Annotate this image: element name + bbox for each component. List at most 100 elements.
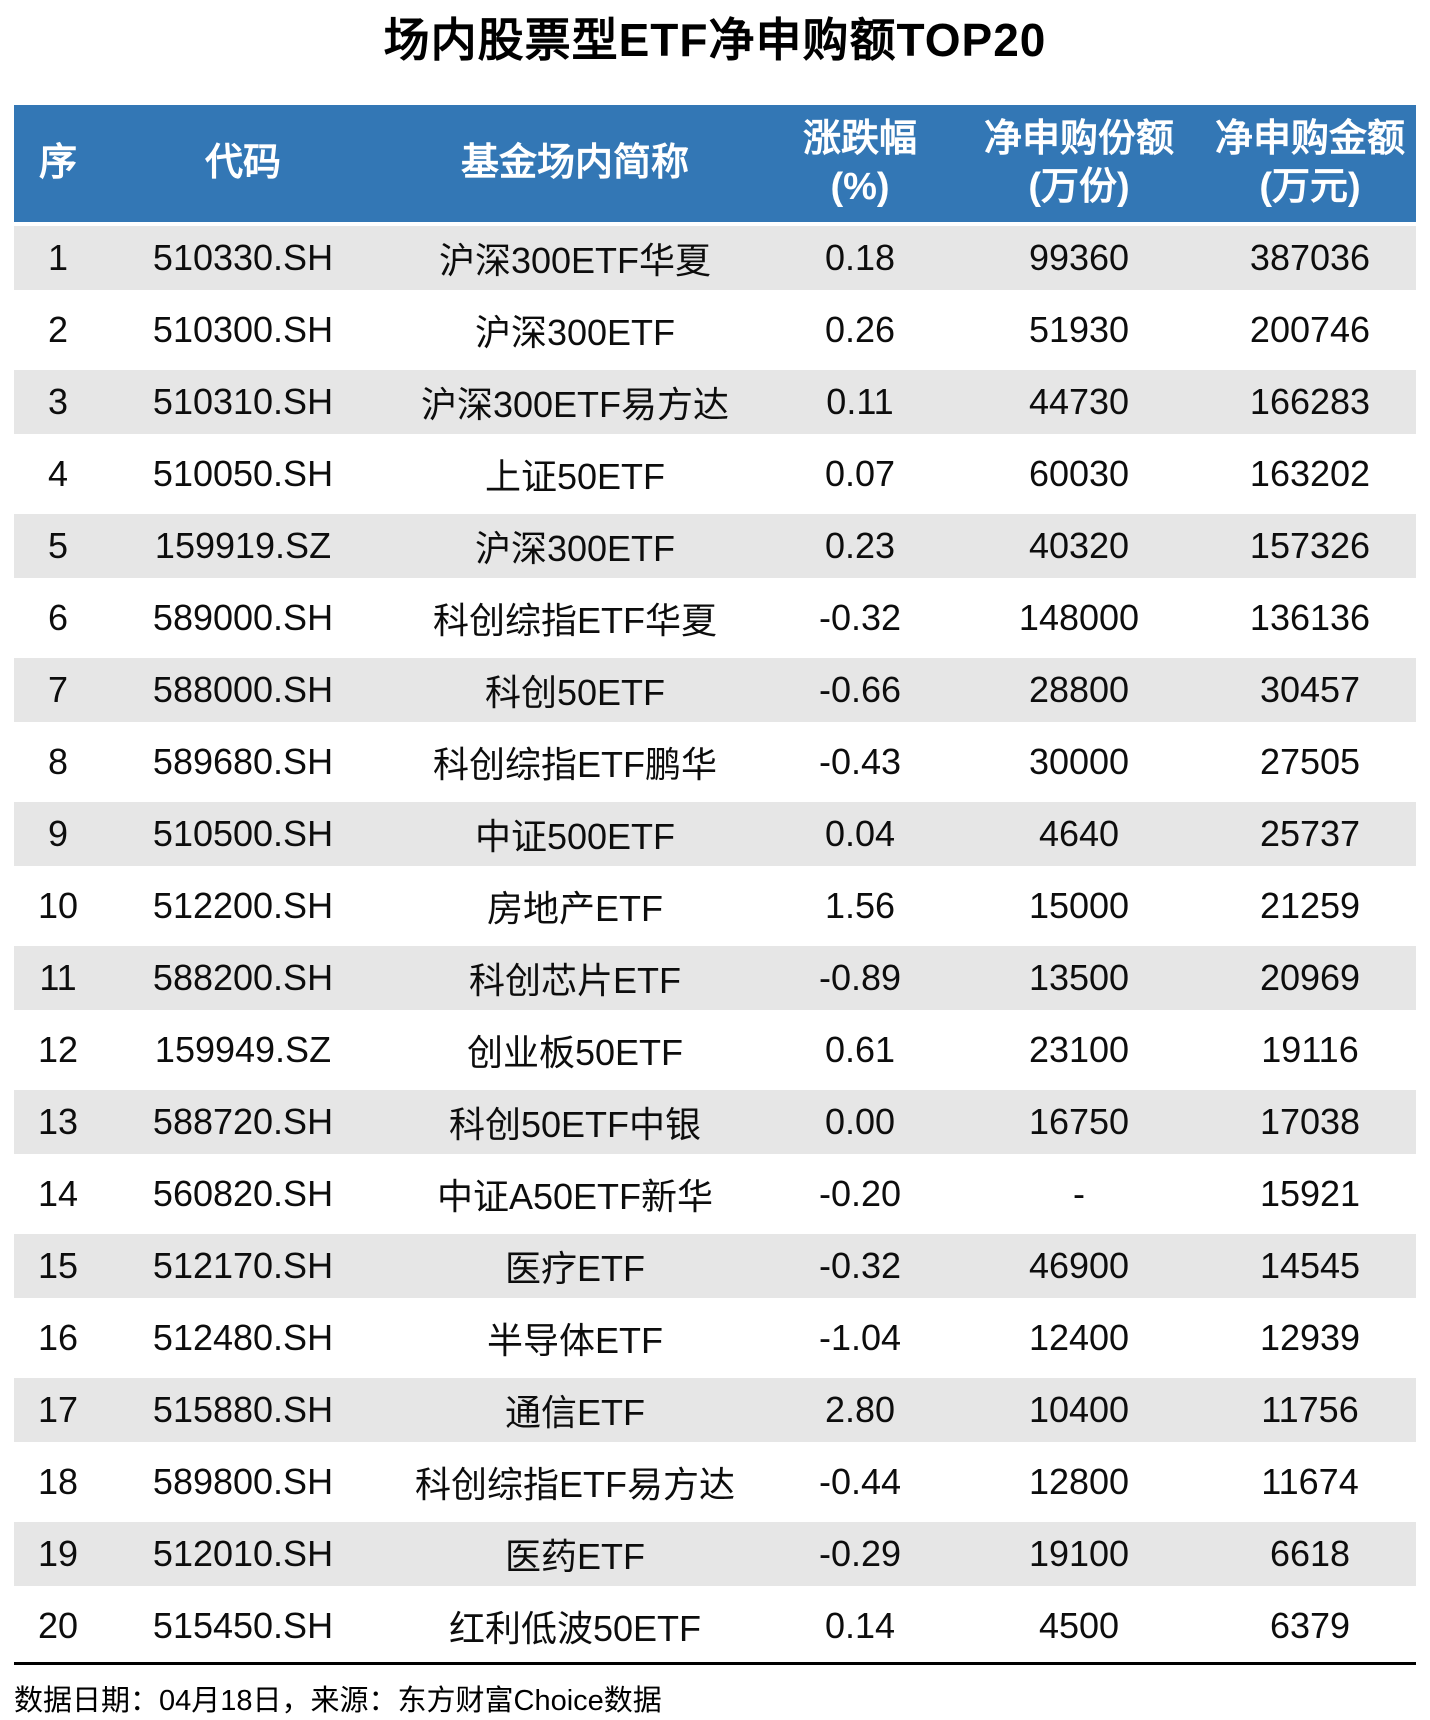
cell-code: 560820.SH [152,1173,334,1214]
cell-shares: 4500 [1038,1605,1120,1646]
cell-amount: 20969 [1204,942,1416,1014]
cell-rank: 1 [14,222,102,294]
cell-name: 沪深300ETF华夏 [384,222,766,294]
cell-rank: 12 [37,1029,79,1070]
table-row: 7 588000.SH 科创50ETF -0.66 28800 30457 [14,654,1416,726]
cell-code: 512200.SH [152,885,334,926]
cell-shares: 99360 [954,222,1204,294]
table-row: 15 512170.SH 医疗ETF -0.32 46900 14545 [14,1230,1416,1302]
cell-amount: 387036 [1204,222,1416,294]
table-row: 1 510330.SH 沪深300ETF华夏 0.18 99360 387036 [14,222,1416,294]
column-header-shares: 净申购份额 (万份) [954,105,1204,222]
cell-rank: 8 [47,741,69,782]
cell-change: -0.43 [818,741,902,782]
cell-amount: 6618 [1204,1518,1416,1590]
cell-code: 515450.SH [152,1605,334,1646]
cell-shares: - [1073,1173,1085,1214]
cell-name: 医疗ETF [384,1230,766,1302]
cell-amount: 12939 [1259,1317,1361,1358]
cell-name: 沪深300ETF易方达 [384,366,766,438]
cell-shares: 30000 [1028,741,1130,782]
cell-code: 588720.SH [102,1086,384,1158]
column-header-label: 代码 [204,141,281,184]
cell-change: -0.32 [766,1230,954,1302]
table-row: 10 512200.SH 房地产ETF 1.56 15000 21259 [14,870,1416,942]
cell-name: 通信ETF [384,1374,766,1446]
cell-code: 589680.SH [152,741,334,782]
cell-name: 中证A50ETF新华 [436,1176,714,1217]
page-title: 场内股票型ETF净申购额TOP20 [383,14,1047,66]
cell-rank: 9 [14,798,102,870]
cell-code: 512170.SH [102,1230,384,1302]
table-row: 5 159919.SZ 沪深300ETF 0.23 40320 157326 [14,510,1416,582]
cell-amount: 163202 [1249,453,1371,494]
cell-name: 中证500ETF [384,798,766,870]
cell-rank: 15 [14,1230,102,1302]
table-row: 14 560820.SH 中证A50ETF新华 -0.20 - 15921 [14,1158,1416,1230]
column-header-rank: 序 [14,105,102,222]
cell-change: 0.26 [824,309,896,350]
cell-rank: 13 [14,1086,102,1158]
column-header-label: 净申购份额 [983,118,1174,160]
cell-change: 0.61 [824,1029,896,1070]
table-row: 19 512010.SH 医药ETF -0.29 19100 6618 [14,1518,1416,1590]
cell-change: 0.04 [766,798,954,870]
cell-name: 房地产ETF [487,888,663,929]
cell-name: 沪深300ETF [474,312,676,353]
cell-rank: 16 [37,1317,79,1358]
cell-rank: 10 [37,885,79,926]
cell-rank: 7 [14,654,102,726]
cell-change: -1.04 [818,1317,902,1358]
column-header-label: 涨跌幅 [802,118,917,160]
cell-amount: 6379 [1269,1605,1351,1646]
cell-shares: 15000 [1028,885,1130,926]
cell-code: 159919.SZ [102,510,384,582]
cell-shares: 60030 [1028,453,1130,494]
table-body: 1 510330.SH 沪深300ETF华夏 0.18 99360 387036 2 5103… [14,222,1416,1662]
cell-amount: 19116 [1261,1029,1359,1070]
cell-rank: 14 [37,1173,79,1214]
cell-code: 512480.SH [152,1317,334,1358]
cell-code: 515880.SH [102,1374,384,1446]
cell-amount: 136136 [1249,597,1371,638]
cell-code: 159949.SZ [154,1029,332,1070]
cell-name: 科创芯片ETF [384,942,766,1014]
cell-name: 科创50ETF [384,654,766,726]
cell-code: 512010.SH [102,1518,384,1590]
cell-name: 红利低波50ETF [448,1608,702,1649]
cell-rank: 20 [37,1605,79,1646]
column-header-unit: (%) [830,165,890,208]
cell-name: 科创综指ETF鹏华 [433,744,717,785]
cell-code: 510050.SH [152,453,334,494]
cell-shares: 28800 [954,654,1204,726]
cell-amount: 14545 [1204,1230,1416,1302]
cell-rank: 4 [47,453,69,494]
cell-rank: 2 [47,309,69,350]
table-row: 20 515450.SH 红利低波50ETF 0.14 4500 6379 [14,1590,1416,1662]
cell-code: 589000.SH [152,597,334,638]
table-header: 序 代码 基金场内简称 涨跌幅 (%) 净申购份额 (万份) 净申购金额 (万元) [14,105,1416,222]
table-row: 4 510050.SH 上证50ETF 0.07 60030 163202 [14,438,1416,510]
column-header-label: 基金场内简称 [460,141,689,184]
column-header-name: 基金场内简称 [384,105,766,222]
cell-shares: 19100 [954,1518,1204,1590]
cell-change: -0.66 [766,654,954,726]
cell-shares: 12800 [1028,1461,1130,1502]
table-header-row: 序 代码 基金场内简称 涨跌幅 (%) 净申购份额 (万份) 净申购金额 (万元) [14,105,1416,222]
table-row: 9 510500.SH 中证500ETF 0.04 4640 25737 [14,798,1416,870]
cell-change: 0.18 [766,222,954,294]
cell-change: 1.56 [824,885,896,926]
table-row: 18 589800.SH 科创综指ETF易方达 -0.44 12800 11674 [14,1446,1416,1518]
cell-amount: 17038 [1204,1086,1416,1158]
cell-amount: 166283 [1204,366,1416,438]
cell-amount: 200746 [1249,309,1371,350]
column-header-code: 代码 [102,105,384,222]
cell-change: -0.89 [766,942,954,1014]
cell-change: -0.20 [818,1173,902,1214]
cell-rank: 17 [14,1374,102,1446]
cell-code: 588000.SH [102,654,384,726]
cell-amount: 15921 [1259,1173,1361,1214]
table-row: 2 510300.SH 沪深300ETF 0.26 51930 200746 [14,294,1416,366]
cell-amount: 11756 [1204,1374,1416,1446]
